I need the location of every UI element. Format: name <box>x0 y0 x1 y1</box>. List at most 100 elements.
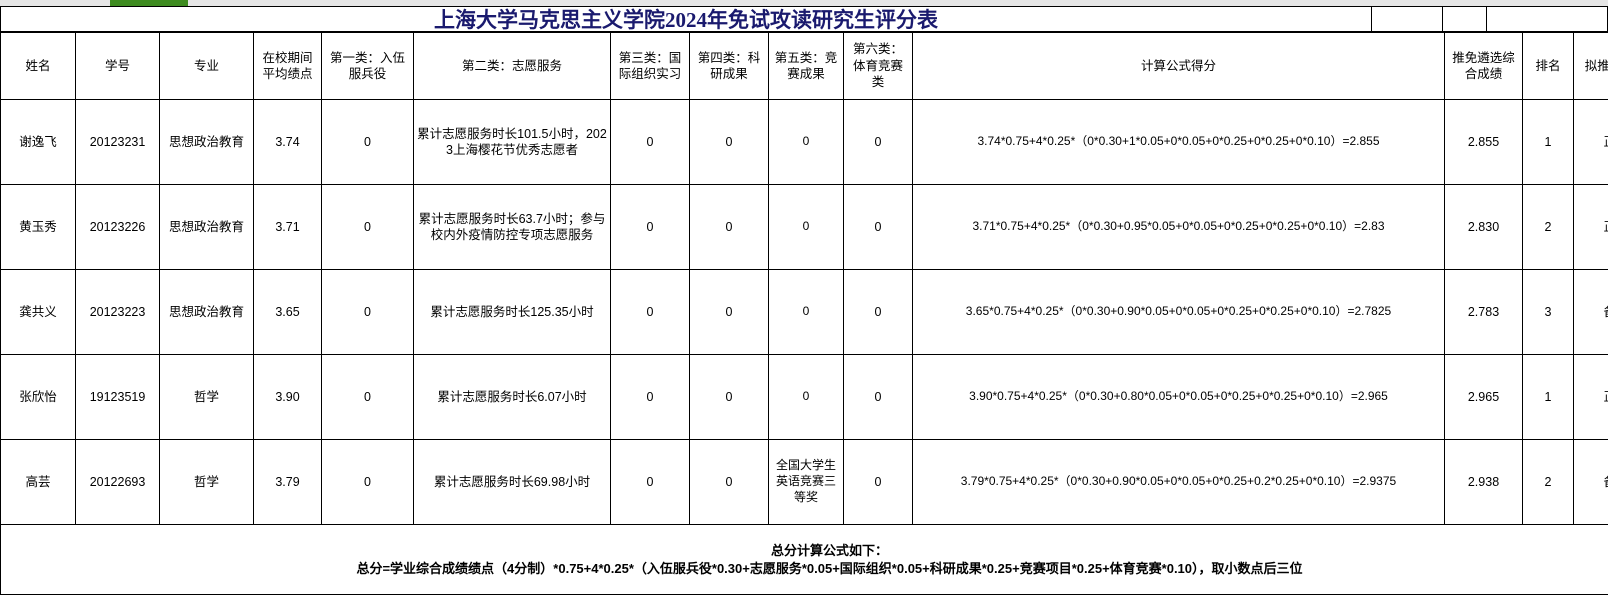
title-spacer-total <box>1371 6 1442 31</box>
cell-cat3: 0 <box>611 185 690 270</box>
column-header-major: 专业 <box>160 33 254 100</box>
title-spacer-rectype <box>1486 6 1608 31</box>
column-header-gpa: 在校期间平均绩点 <box>254 33 322 100</box>
cell-major: 思想政治教育 <box>160 185 254 270</box>
cell-cat6: 0 <box>844 270 913 355</box>
page-title: 上海大学马克思主义学院2024年免试攻读研究生评分表 <box>434 4 938 34</box>
cell-cat5: 0 <box>769 270 844 355</box>
cell-cat1: 0 <box>322 355 414 440</box>
table-row: 高芸 20122693 哲学 3.79 0 累计志愿服务时长69.98小时 0 … <box>1 440 1608 525</box>
cell-gpa: 3.90 <box>254 355 322 440</box>
cell-formula: 3.90*0.75+4*0.25*（0*0.30+0.80*0.05+0*0.0… <box>913 355 1445 440</box>
column-header-formula: 计算公式得分 <box>913 33 1445 100</box>
title-row: 上海大学马克思主义学院2024年免试攻读研究生评分表 <box>0 6 1608 32</box>
cell-rec-type: 备选 <box>1574 440 1608 525</box>
cell-rank: 2 <box>1523 185 1574 270</box>
column-header-cat2: 第二类：志愿服务 <box>414 33 611 100</box>
cell-formula: 3.71*0.75+4*0.25*（0*0.30+0.95*0.05+0*0.0… <box>913 185 1445 270</box>
column-header-student-id: 学号 <box>76 33 160 100</box>
cell-name: 张欣怡 <box>1 355 76 440</box>
cell-major: 哲学 <box>160 355 254 440</box>
cell-rec-type: 备选 <box>1574 270 1608 355</box>
cell-gpa: 3.65 <box>254 270 322 355</box>
cell-formula: 3.65*0.75+4*0.25*（0*0.30+0.90*0.05+0*0.0… <box>913 270 1445 355</box>
cell-student-id: 20123231 <box>76 100 160 185</box>
cell-student-id: 20123226 <box>76 185 160 270</box>
table-body: 谢逸飞 20123231 思想政治教育 3.74 0 累计志愿服务时长101.5… <box>1 100 1608 595</box>
cell-rank: 3 <box>1523 270 1574 355</box>
cell-cat3: 0 <box>611 100 690 185</box>
cell-name: 龚共义 <box>1 270 76 355</box>
cell-total: 2.855 <box>1445 100 1523 185</box>
cell-cat1: 0 <box>322 100 414 185</box>
cell-cat3: 0 <box>611 440 690 525</box>
cell-formula: 3.74*0.75+4*0.25*（0*0.30+1*0.05+0*0.05+0… <box>913 100 1445 185</box>
footer-row: 总分计算公式如下： 总分=学业综合成绩绩点（4分制）*0.75+4*0.25*（… <box>1 525 1608 595</box>
cell-gpa: 3.79 <box>254 440 322 525</box>
header-row: 姓名 学号 专业 在校期间平均绩点 第一类：入伍服兵役 第二类：志愿服务 第三类… <box>1 33 1608 100</box>
cell-gpa: 3.74 <box>254 100 322 185</box>
scoring-table: 姓名 学号 专业 在校期间平均绩点 第一类：入伍服兵役 第二类：志愿服务 第三类… <box>0 32 1608 595</box>
cell-total: 2.830 <box>1445 185 1523 270</box>
cell-cat6: 0 <box>844 185 913 270</box>
cell-cat1: 0 <box>322 270 414 355</box>
column-header-cat3: 第三类：国际组织实习 <box>611 33 690 100</box>
cell-cat2: 累计志愿服务时长101.5小时，2023上海樱花节优秀志愿者 <box>414 100 611 185</box>
cell-cat4: 0 <box>690 440 769 525</box>
cell-cat3: 0 <box>611 270 690 355</box>
cell-major: 哲学 <box>160 440 254 525</box>
footer-line-1: 总分计算公式如下： <box>771 542 888 560</box>
title-cell: 上海大学马克思主义学院2024年免试攻读研究生评分表 <box>0 6 1371 31</box>
column-header-cat1: 第一类：入伍服兵役 <box>322 33 414 100</box>
cell-student-id: 20122693 <box>76 440 160 525</box>
column-header-rec-type: 拟推荐类型 <box>1574 33 1608 100</box>
column-header-name: 姓名 <box>1 33 76 100</box>
cell-student-id: 20123223 <box>76 270 160 355</box>
cell-rank: 1 <box>1523 355 1574 440</box>
column-header-total: 推免遴选综合成绩 <box>1445 33 1523 100</box>
cell-cat6: 0 <box>844 100 913 185</box>
footer-line-2: 总分=学业综合成绩绩点（4分制）*0.75+4*0.25*（入伍服兵役*0.30… <box>356 560 1302 578</box>
cell-rank: 2 <box>1523 440 1574 525</box>
cell-cat4: 0 <box>690 355 769 440</box>
table-row: 谢逸飞 20123231 思想政治教育 3.74 0 累计志愿服务时长101.5… <box>1 100 1608 185</box>
cell-cat2: 累计志愿服务时长125.35小时 <box>414 270 611 355</box>
table-row: 黄玉秀 20123226 思想政治教育 3.71 0 累计志愿服务时长63.7小… <box>1 185 1608 270</box>
cell-name: 谢逸飞 <box>1 100 76 185</box>
cell-cat4: 0 <box>690 100 769 185</box>
cell-cat1: 0 <box>322 185 414 270</box>
cell-rec-type: 正推 <box>1574 355 1608 440</box>
title-spacer-rank <box>1442 6 1486 31</box>
cell-cat1: 0 <box>322 440 414 525</box>
cell-cat4: 0 <box>690 185 769 270</box>
cell-cat6: 0 <box>844 440 913 525</box>
cell-cat6: 0 <box>844 355 913 440</box>
cell-cat5: 0 <box>769 100 844 185</box>
cell-cat2: 累计志愿服务时长63.7小时；参与校内外疫情防控专项志愿服务 <box>414 185 611 270</box>
cell-name: 高芸 <box>1 440 76 525</box>
cell-cat2: 累计志愿服务时长69.98小时 <box>414 440 611 525</box>
cell-rec-type: 正推 <box>1574 185 1608 270</box>
cell-cat4: 0 <box>690 270 769 355</box>
cell-cat3: 0 <box>611 355 690 440</box>
column-header-cat5: 第五类：竞赛成果 <box>769 33 844 100</box>
cell-name: 黄玉秀 <box>1 185 76 270</box>
column-header-cat4: 第四类：科研成果 <box>690 33 769 100</box>
cell-rank: 1 <box>1523 100 1574 185</box>
cell-total: 2.938 <box>1445 440 1523 525</box>
table-row: 张欣怡 19123519 哲学 3.90 0 累计志愿服务时长6.07小时 0 … <box>1 355 1608 440</box>
cell-total: 2.783 <box>1445 270 1523 355</box>
cell-student-id: 19123519 <box>76 355 160 440</box>
column-header-cat6: 第六类：体育竞赛类 <box>844 33 913 100</box>
cell-major: 思想政治教育 <box>160 270 254 355</box>
footer-formula-note: 总分计算公式如下： 总分=学业综合成绩绩点（4分制）*0.75+4*0.25*（… <box>1 525 1608 595</box>
cell-cat5: 全国大学生英语竞赛三等奖 <box>769 440 844 525</box>
table-row: 龚共义 20123223 思想政治教育 3.65 0 累计志愿服务时长125.3… <box>1 270 1608 355</box>
cell-rec-type: 正推 <box>1574 100 1608 185</box>
cell-cat5: 0 <box>769 355 844 440</box>
cell-formula: 3.79*0.75+4*0.25*（0*0.30+0.90*0.05+0*0.0… <box>913 440 1445 525</box>
cell-cat5: 0 <box>769 185 844 270</box>
cell-total: 2.965 <box>1445 355 1523 440</box>
cell-major: 思想政治教育 <box>160 100 254 185</box>
cell-gpa: 3.71 <box>254 185 322 270</box>
